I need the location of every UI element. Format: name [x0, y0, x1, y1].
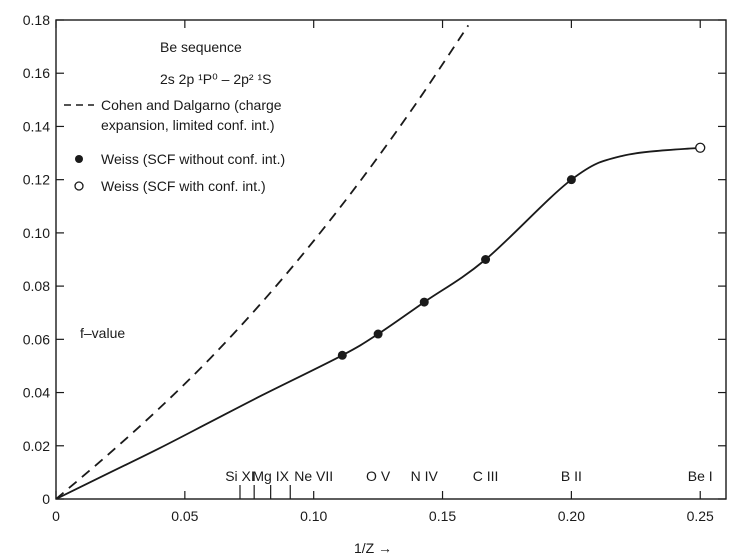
x-tick-label: 0.20 [558, 508, 585, 524]
legend-open-circle-swatch [74, 181, 84, 191]
x-tick-label: 0.10 [300, 508, 327, 524]
plot-frame [55, 19, 727, 500]
ion-label: Be I [688, 468, 713, 484]
y-tick-label: 0.04 [23, 385, 50, 401]
legend-item-weiss-with: Weiss (SCF with conf. int.) [101, 178, 266, 194]
sequence-annotation: Be sequence [160, 39, 242, 55]
ion-label: O V [366, 468, 391, 484]
cohen-dalgarno-dashed-line [56, 24, 470, 499]
ion-label: Si XI [225, 468, 255, 484]
weiss-filled-point [481, 255, 491, 264]
y-tick-label: 0.18 [23, 12, 50, 28]
weiss-filled-point [566, 175, 576, 185]
transition-annotation: 2s 2p ¹P⁰ – 2p² ¹S [160, 71, 271, 87]
x-tick-label: 0.15 [429, 508, 456, 524]
y-tick-label: 0.12 [23, 172, 50, 188]
weiss-filled-point [337, 350, 347, 360]
weiss-open-point [695, 142, 706, 153]
ion-label: Ne VII [294, 468, 333, 484]
y-tick-label: 0.14 [23, 118, 50, 134]
y-tick-label: 0.02 [23, 438, 50, 454]
x-axis-label: 1/Z → [354, 540, 392, 556]
y-tick-label: 0 [42, 491, 50, 507]
weiss-solid-curve [56, 146, 701, 499]
ion-label: B II [561, 468, 582, 484]
legend-item-cohen-line2: expansion, limited conf. int.) [101, 117, 275, 133]
x-tick-label: 0 [52, 508, 60, 524]
weiss-filled-point [419, 297, 429, 307]
x-tick-label: 0.05 [171, 508, 198, 524]
legend-item-weiss-without: Weiss (SCF without conf. int.) [101, 151, 285, 167]
f-value-annotation: f–value [80, 325, 125, 341]
ion-label: C III [473, 468, 499, 484]
y-tick-label: 0.16 [23, 65, 50, 81]
legend-item-cohen-line1: Cohen and Dalgarno (charge [101, 97, 282, 113]
y-tick-label: 0.08 [23, 278, 50, 294]
series-group [56, 24, 706, 499]
ion-label: N IV [411, 468, 439, 484]
legend-filled-circle-swatch [75, 155, 83, 163]
x-tick-label: 0.25 [687, 508, 714, 524]
y-tick-label: 0.06 [23, 331, 50, 347]
weiss-filled-point [373, 329, 383, 339]
y-tick-label: 0.10 [23, 225, 50, 241]
axes-group: 0 0.05 0.10 0.15 0.20 0.25 0 0.02 0.04 0.06 0.08 0.… [23, 12, 727, 524]
legend: Cohen and Dalgarno (charge expansion, li… [64, 97, 285, 194]
ion-label: Mg IX [252, 468, 289, 484]
